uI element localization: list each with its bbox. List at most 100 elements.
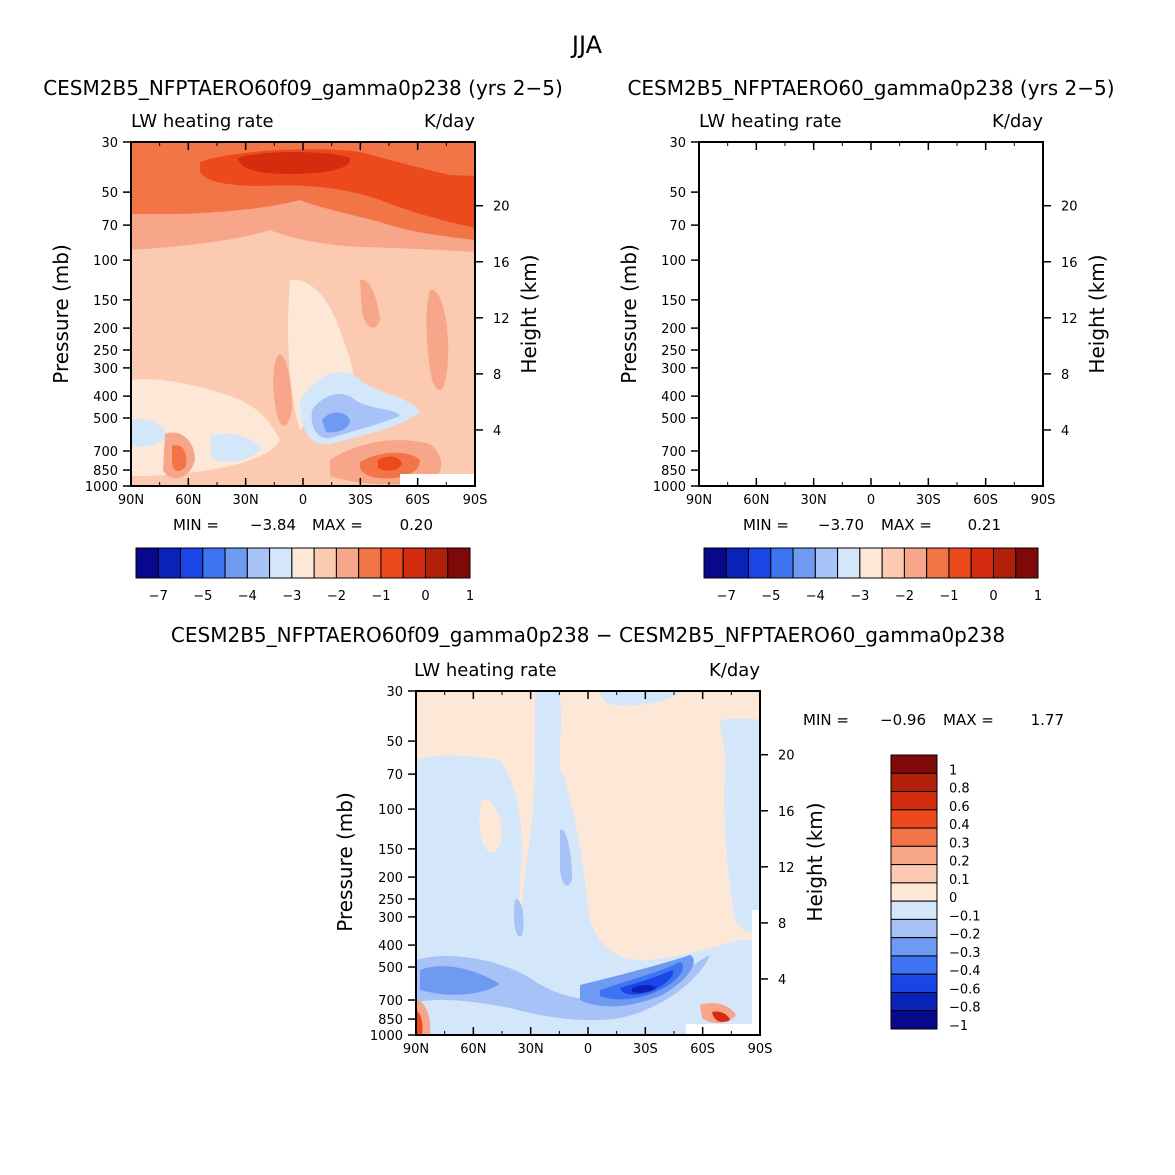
field-missing bbox=[400, 474, 475, 486]
colorbar-label: 1 bbox=[466, 589, 474, 604]
pressure-tick-label: 30 bbox=[386, 685, 403, 700]
panel-b-title: CESM2B5_NFPTAERO60_gamma0p238 (yrs 2−5) bbox=[627, 76, 1114, 100]
panel-a-field bbox=[131, 142, 475, 486]
colorbar-label: −3 bbox=[282, 589, 301, 604]
colorbar-box bbox=[424, 547, 449, 579]
field-nh-surface-cool-2 bbox=[778, 434, 830, 462]
pressure-tick-label: 1000 bbox=[653, 480, 686, 495]
field-sh-surface-warm-core bbox=[378, 456, 402, 471]
pressure-tick-label: 1000 bbox=[370, 1029, 403, 1044]
diff-pos-patch-1 bbox=[479, 799, 502, 853]
pressure-tick-label: 30 bbox=[669, 136, 686, 151]
panel-b-ylabel: Pressure (mb) bbox=[617, 244, 641, 384]
field-upper-max bbox=[238, 152, 351, 174]
colorbar-box bbox=[890, 864, 938, 884]
panel-a-colorbar: −7 −5 −4 −3 −2 −1 0 1 bbox=[135, 547, 474, 604]
pressure-tick-label: 500 bbox=[661, 412, 686, 427]
pressure-tick-label: 200 bbox=[93, 322, 118, 337]
height-tick-label: 12 bbox=[778, 861, 795, 876]
colorbar-box bbox=[380, 547, 404, 579]
field-base bbox=[699, 142, 1043, 486]
panel-a: CESM2B5_NFPTAERO60f09_gamma0p238 (yrs 2−… bbox=[43, 76, 563, 604]
x-tick-label: 0 bbox=[867, 493, 875, 508]
pressure-tick-label: 100 bbox=[93, 254, 118, 269]
colorbar-box bbox=[890, 791, 938, 811]
colorbar-box bbox=[837, 547, 861, 579]
pressure-tick-label: 850 bbox=[378, 1013, 403, 1028]
panel-b-variable-label: LW heating rate bbox=[699, 111, 842, 132]
field-sh-cool-core bbox=[322, 412, 350, 433]
pressure-tick-label: 50 bbox=[669, 186, 686, 201]
field-sh-cool bbox=[868, 372, 988, 445]
colorbar-box bbox=[703, 547, 727, 579]
diff-negative-equator bbox=[518, 691, 760, 1035]
height-tick-label: 16 bbox=[778, 805, 795, 820]
colorbar-label: −0.4 bbox=[949, 964, 981, 979]
x-tick-label: 60N bbox=[460, 1042, 486, 1057]
colorbar-box bbox=[358, 547, 382, 579]
colorbar-box bbox=[157, 547, 182, 579]
panel-c-variable-label: LW heating rate bbox=[414, 660, 557, 681]
colorbar-box bbox=[291, 547, 315, 579]
colorbar-box bbox=[890, 973, 938, 993]
height-tick-label: 8 bbox=[493, 368, 501, 383]
diff-lower-belt-1 bbox=[416, 955, 710, 1021]
diff-nh-surface-pos-core bbox=[416, 1010, 423, 1035]
panel-c-max-value: 1.77 bbox=[1031, 711, 1064, 729]
panel-b-units-label: K/day bbox=[992, 111, 1043, 132]
colorbar-box bbox=[903, 547, 928, 579]
field-sh-cool-mid bbox=[880, 394, 968, 438]
panel-c-title: CESM2B5_NFPTAERO60f09_gamma0p238 − CESM2… bbox=[171, 623, 1005, 647]
field-sh-surface-warm-core bbox=[946, 457, 970, 471]
colorbar-box bbox=[890, 918, 938, 939]
panel-b-max-label: MAX = bbox=[881, 516, 932, 534]
colorbar-label: −0.2 bbox=[949, 928, 981, 943]
x-tick-label: 90S bbox=[1031, 493, 1056, 508]
field-nh-surface-cool-2 bbox=[210, 433, 262, 463]
panel-a-min-label: MIN = bbox=[173, 516, 219, 534]
pressure-tick-label: 30 bbox=[101, 136, 118, 151]
colorbar-box bbox=[814, 547, 839, 579]
pressure-tick-label: 400 bbox=[661, 390, 686, 405]
panel-c-min-label: MIN = bbox=[803, 711, 849, 729]
colorbar-box bbox=[890, 900, 938, 920]
field-upper-heating bbox=[699, 142, 1043, 240]
colorbar-box bbox=[890, 1010, 938, 1030]
colorbar-box bbox=[748, 547, 772, 579]
diff-pos-patch-3 bbox=[596, 897, 634, 926]
colorbar-label: 0.1 bbox=[949, 873, 970, 888]
pressure-tick-label: 70 bbox=[101, 219, 118, 234]
pressure-tick-label: 1000 bbox=[85, 480, 118, 495]
diff-lower-belt-2 bbox=[420, 966, 500, 995]
field-mid-patch bbox=[360, 279, 380, 328]
panel-c-colorbar: 1 0.8 0.6 0.4 0.3 0.2 0.1 0 −0.1 −0.2 −0.3 −0.4 −0.6… bbox=[890, 754, 981, 1034]
colorbar-box bbox=[269, 547, 293, 579]
x-tick-label: 30S bbox=[348, 493, 373, 508]
height-tick-label: 20 bbox=[778, 749, 795, 764]
pressure-tick-label: 300 bbox=[661, 362, 686, 377]
colorbar-label: −0.1 bbox=[949, 909, 981, 924]
colorbar-box bbox=[890, 772, 938, 793]
colorbar-box bbox=[881, 547, 905, 579]
pressure-tick-label: 850 bbox=[93, 464, 118, 479]
field-nh-surface-warm bbox=[731, 432, 763, 478]
x-tick-label: 60N bbox=[175, 493, 201, 508]
colorbar-box bbox=[890, 827, 938, 847]
pressure-tick-label: 250 bbox=[378, 893, 403, 908]
panel-a-units-label: K/day bbox=[424, 111, 475, 132]
pressure-tick-label: 300 bbox=[378, 911, 403, 926]
colorbar-box bbox=[202, 547, 226, 579]
x-tick-label: 90N bbox=[118, 493, 144, 508]
field-lat-band-n bbox=[273, 354, 292, 426]
x-tick-label: 30S bbox=[916, 493, 941, 508]
panel-b-min-label: MIN = bbox=[743, 516, 789, 534]
pressure-tick-label: 400 bbox=[93, 390, 118, 405]
pressure-tick-label: 150 bbox=[378, 843, 403, 858]
colorbar-label: −4 bbox=[806, 589, 825, 604]
x-tick-label: 90N bbox=[686, 493, 712, 508]
colorbar-label: 0 bbox=[421, 589, 429, 604]
pressure-tick-label: 500 bbox=[378, 961, 403, 976]
field-mid-patch bbox=[928, 280, 948, 328]
diff-pos-patch-2 bbox=[560, 734, 574, 778]
pressure-tick-label: 150 bbox=[661, 294, 686, 309]
